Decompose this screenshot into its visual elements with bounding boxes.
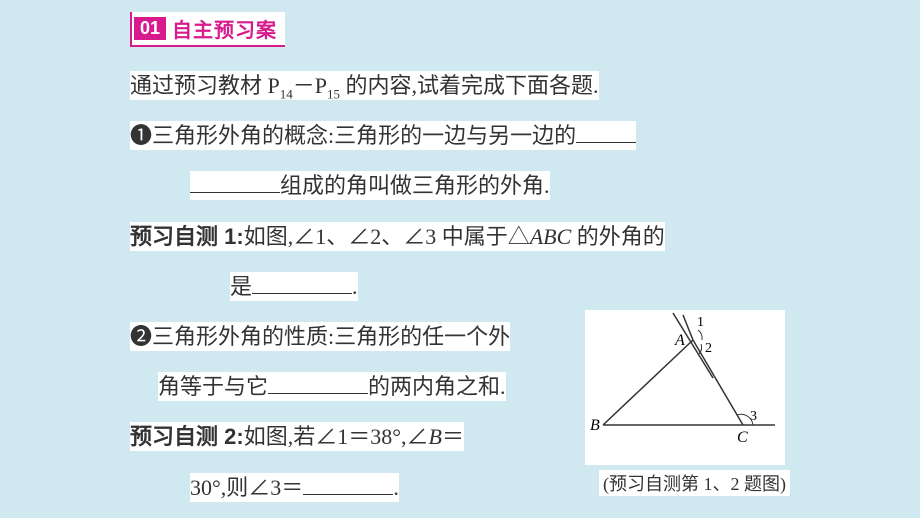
test2-text-b: ＝ <box>442 424 464 449</box>
figure-caption: (预习自测第 1、2 题图) <box>599 470 790 496</box>
blank-5 <box>303 473 393 495</box>
label-b: B <box>590 417 600 434</box>
test1-line2: 是. <box>130 264 790 310</box>
label-3: 3 <box>750 409 757 424</box>
test1-line1: 预习自测 1:如图,∠1、∠2、∠3 中属于△ABC 的外角的 <box>130 214 790 260</box>
triangle-figure: A B C 1 2 3 <box>585 310 785 465</box>
intro-sub2: 15 <box>327 86 340 101</box>
test2-period: . <box>393 475 399 500</box>
test1-period: . <box>352 274 358 299</box>
test1-text-b: 的外角的 <box>571 224 665 249</box>
arc-1 <box>698 330 702 340</box>
intro-text-b: 的内容,试着完成下面各题. <box>340 73 599 98</box>
bullet-1: ❶ <box>130 123 152 148</box>
item1-text-b: 组成的角叫做三角形的外角. <box>280 173 550 198</box>
triangle-svg: A B C 1 2 3 <box>585 310 785 450</box>
item2-text-a: 三角形外角的性质:三角形的任一个外 <box>152 324 510 349</box>
intro-sub1: 14 <box>280 86 293 101</box>
test2-line1: 预习自测 2:如图,若∠1＝38°,∠B＝ <box>130 414 590 460</box>
test1-label: 预习自测 1: <box>130 224 244 249</box>
blank-4 <box>268 372 368 394</box>
section-header: 01 自主预习案 <box>130 12 285 47</box>
test1-abc: ABC <box>530 224 572 249</box>
item2-line1: ❷三角形外角的性质:三角形的任一个外 <box>130 314 590 360</box>
test2-b: B <box>429 424 442 449</box>
blank-3 <box>252 272 352 294</box>
test1-text-c: 是 <box>230 274 252 299</box>
label-a: A <box>674 332 685 349</box>
item1-text-a: 三角形外角的概念:三角形的一边与另一边的 <box>152 123 576 148</box>
item1-line2: 组成的角叫做三角形的外角. <box>130 163 790 209</box>
item2-text-c: 的两内角之和. <box>368 374 506 399</box>
label-c: C <box>737 429 748 446</box>
intro-dash: －P <box>293 73 327 98</box>
header-title: 自主预习案 <box>172 14 277 43</box>
label-1: 1 <box>697 315 704 330</box>
test2-text-c: 30°,则∠3＝ <box>190 475 303 500</box>
item2-text-b: 角等于与它 <box>158 374 268 399</box>
label-2: 2 <box>705 341 712 356</box>
line-ba <box>603 340 693 425</box>
header-number: 01 <box>134 17 166 40</box>
item1-line1: ❶三角形外角的概念:三角形的一边与另一边的 <box>130 113 790 159</box>
test2-text-a: 如图,若∠1＝38°,∠ <box>244 424 429 449</box>
intro-text-a: 通过预习教材 P <box>130 73 280 98</box>
blank-1 <box>576 121 636 143</box>
intro-line: 通过预习教材 P14－P15 的内容,试着完成下面各题. <box>130 63 790 109</box>
bullet-2: ❷ <box>130 324 152 349</box>
test2-line2: 30°,则∠3＝. <box>130 465 590 511</box>
test1-text-a: 如图,∠1、∠2、∠3 中属于△ <box>244 224 530 249</box>
item2-line2: 角等于与它 的两内角之和. <box>130 364 590 410</box>
test2-label: 预习自测 2: <box>130 424 244 449</box>
blank-2 <box>190 171 280 193</box>
